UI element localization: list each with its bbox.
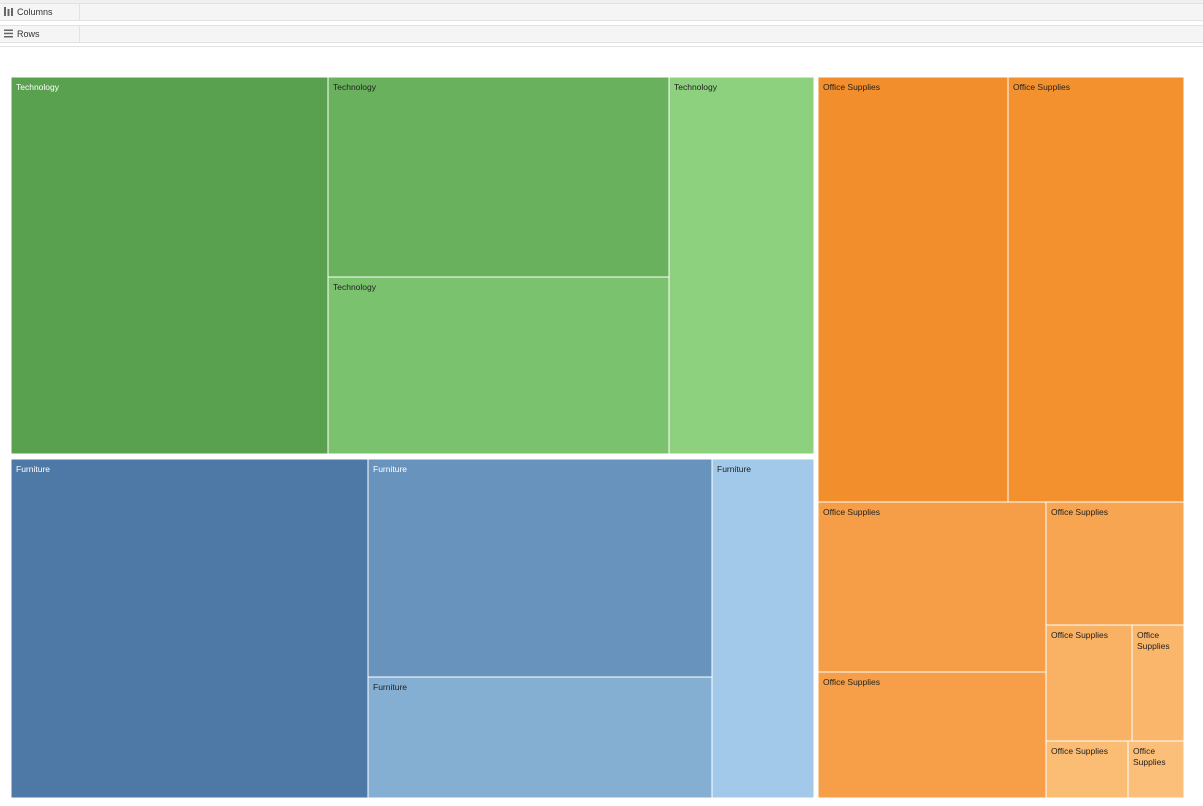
treemap-tile-label: Office Supplies [1013,82,1070,92]
treemap-tile[interactable] [1045,624,1133,742]
treemap-tile-label: Technology [674,82,718,92]
treemap-tile-label: Furniture [373,464,407,474]
treemap-tile-label: Office Supplies [823,82,880,92]
rows-shelf[interactable]: Rows [0,25,1203,43]
rows-drop-area[interactable] [80,26,1203,42]
columns-drop-area[interactable] [80,4,1203,20]
treemap-tile[interactable] [1007,76,1185,503]
treemap-group-furniture: Furniture Furniture Furniture Furniture [10,458,815,799]
treemap-tile[interactable] [367,458,713,678]
treemap-tile[interactable] [1045,501,1185,626]
treemap-tile[interactable] [817,671,1047,799]
treemap-tile-label: Office Supplies [823,507,880,517]
treemap-view: Technology Technology Technology Technology… [0,46,1203,805]
treemap-tile[interactable] [817,501,1047,673]
treemap-group-technology: Technology Technology Technology Technology [10,76,815,455]
treemap-tile-label: Furniture [717,464,751,474]
rows-icon [4,29,14,40]
columns-shelf[interactable]: Columns [0,3,1203,21]
columns-icon [4,6,14,18]
treemap-tile-label: Office Supplies [1051,746,1108,756]
columns-shelf-label: Columns [0,4,80,20]
treemap-group-office-supplies: Office Supplies Office Supplies Office Sup… [817,76,1185,799]
rows-label-text: Rows [17,29,40,39]
treemap-tile[interactable] [367,676,713,799]
treemap-tile[interactable] [10,76,329,455]
treemap-tile-label: Technology [333,82,377,92]
treemap-tile-label: Technology [16,82,60,92]
top-strip [0,0,1203,3]
treemap-tile-label: Technology [333,282,377,292]
treemap-tile[interactable] [10,458,369,799]
treemap-tile-label: Office Supplies [1051,630,1108,640]
treemap-tile[interactable] [668,76,815,455]
treemap-tile-label: Office Supplies [823,677,880,687]
columns-label-text: Columns [17,7,53,17]
treemap-chart: Technology TechnologyTechnologyTechnology… [10,76,1185,799]
treemap-tile-label: Office Supplies [1051,507,1108,517]
treemap-tile[interactable] [817,76,1009,503]
treemap-tile[interactable] [711,458,815,799]
treemap-tile-label: Office Supplies [1137,630,1170,651]
treemap-tile[interactable] [1045,740,1129,799]
treemap-tile-label: Furniture [373,682,407,692]
treemap-tile[interactable] [1127,740,1185,799]
treemap-tile-label: Furniture [16,464,50,474]
treemap-tile[interactable] [327,76,670,278]
rows-shelf-label: Rows [0,26,80,42]
treemap-tile[interactable] [327,276,670,455]
treemap-tile-label: Office Supplies [1133,746,1166,767]
